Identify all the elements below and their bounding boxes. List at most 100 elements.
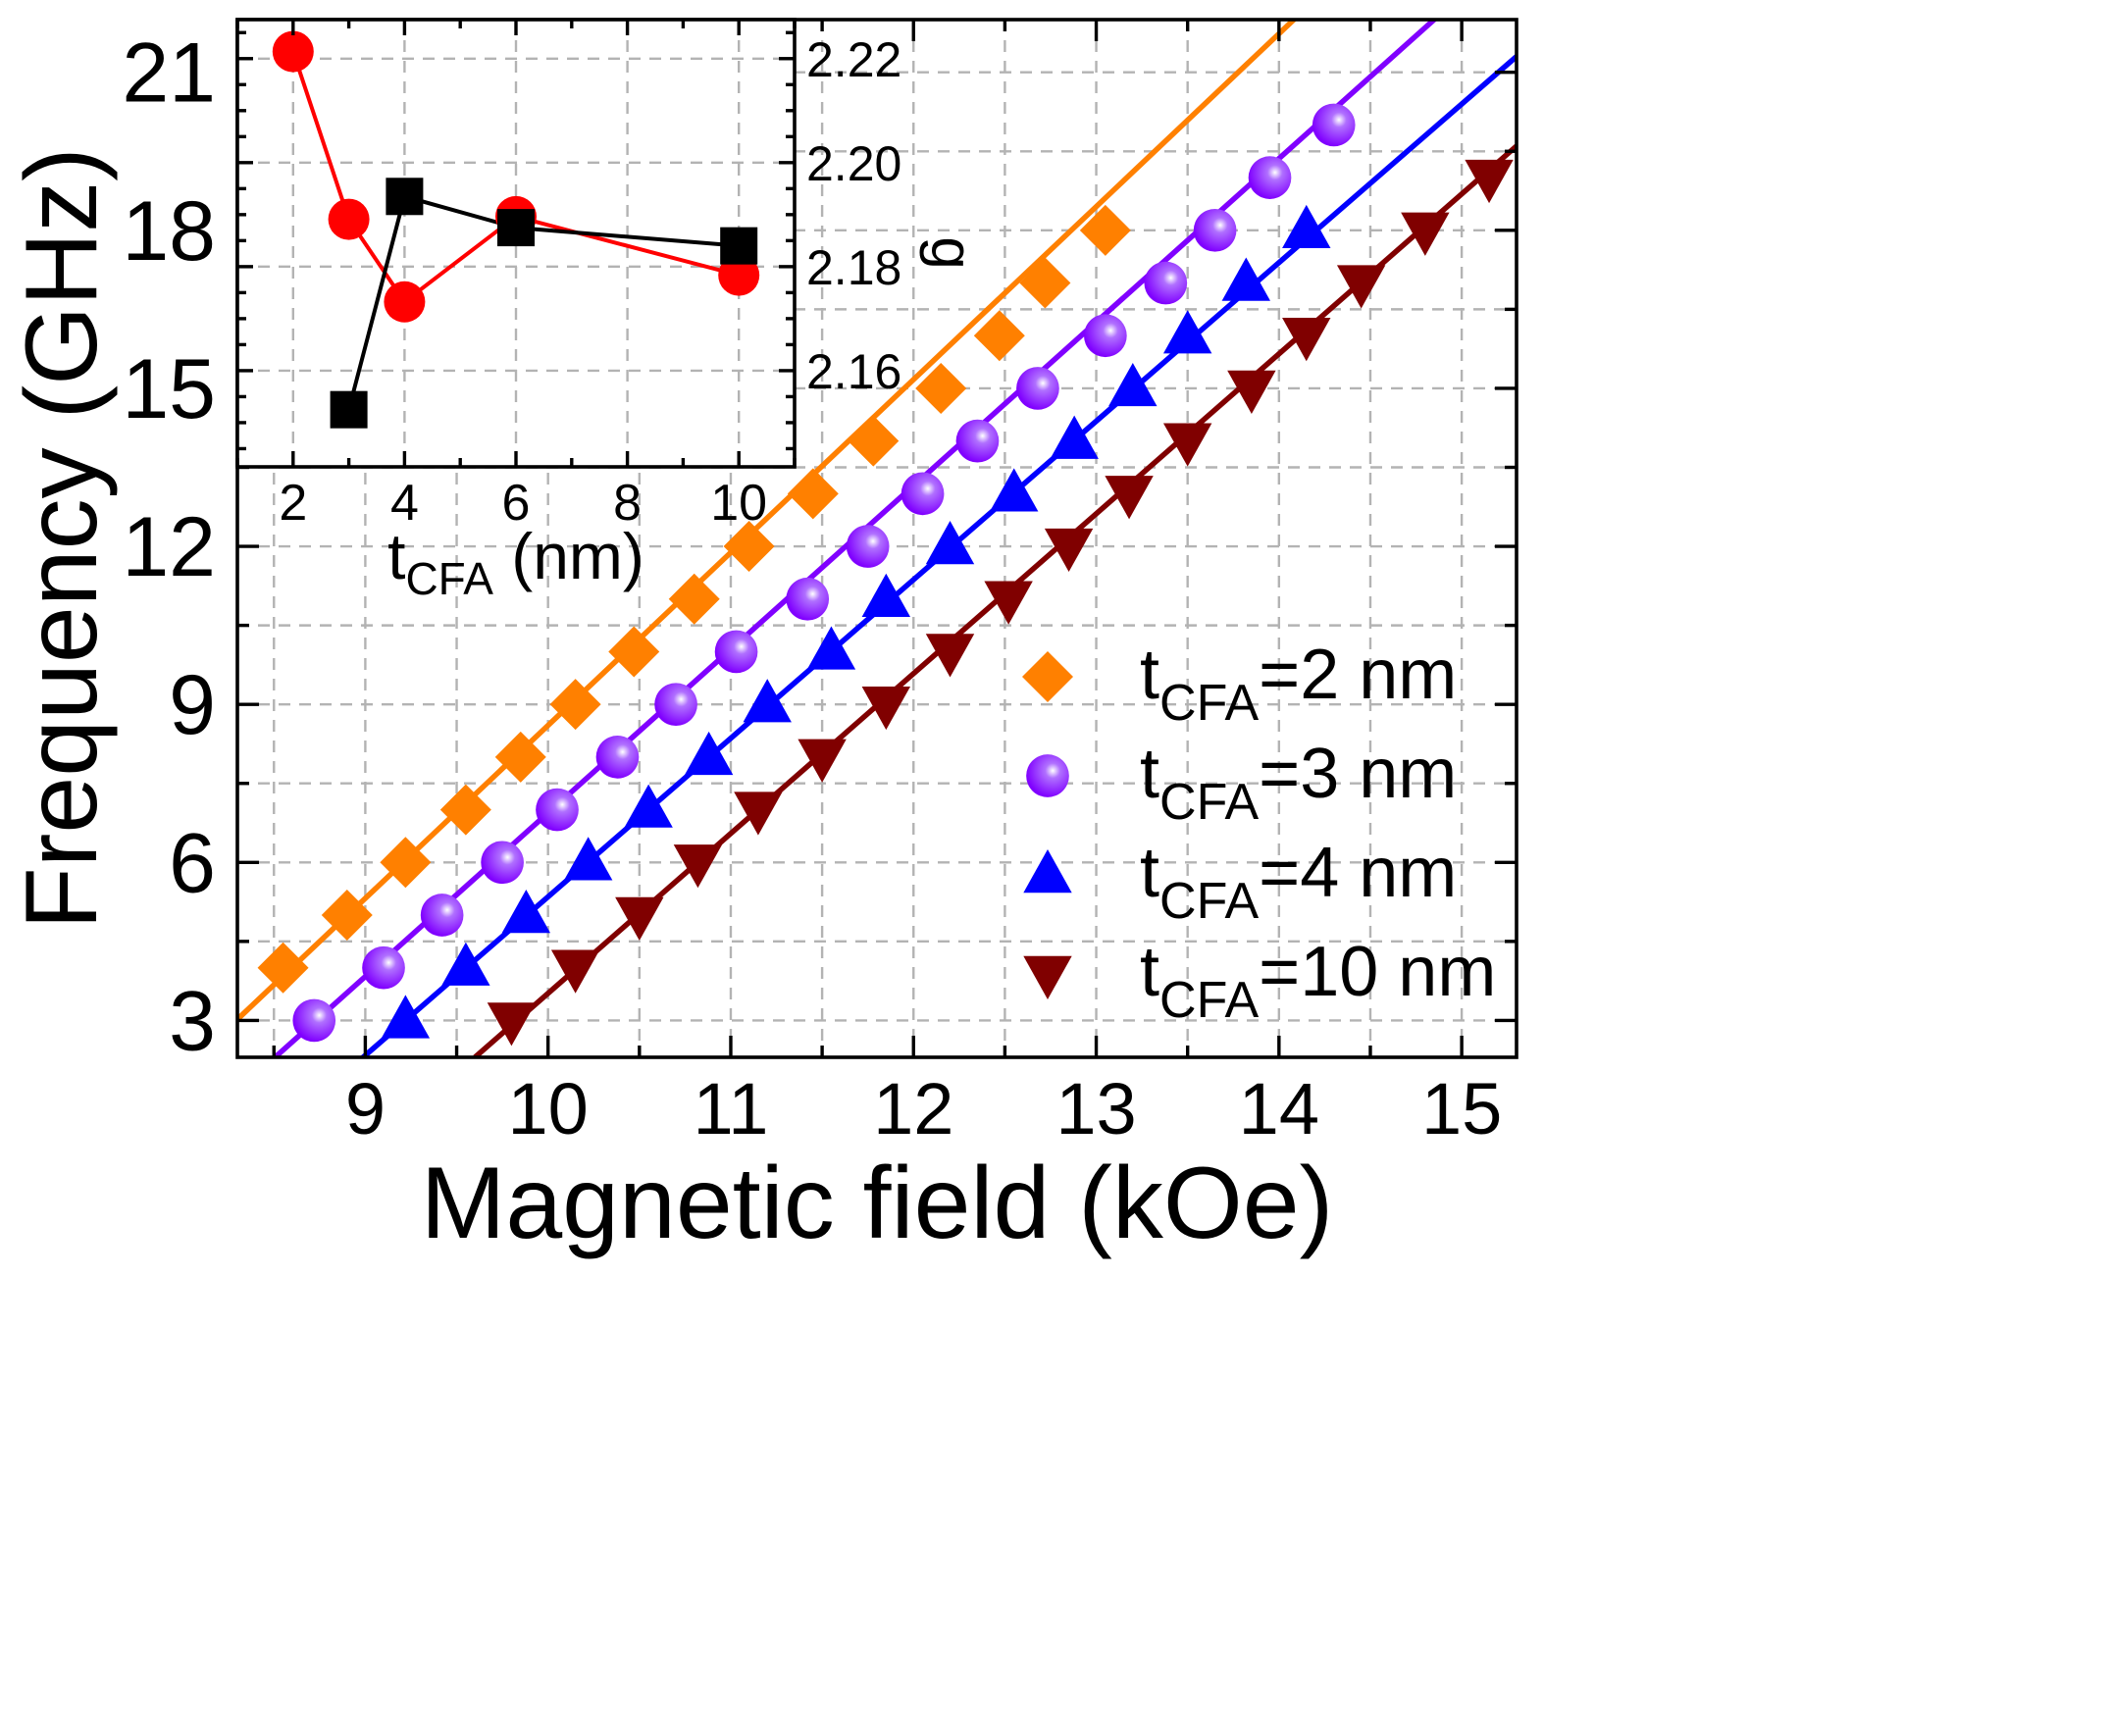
- inset-line-series-2: [346, 193, 740, 411]
- y-tick-label: 6: [169, 816, 216, 910]
- data-point-series-3: [1162, 310, 1212, 354]
- y-tick-label: 3: [169, 974, 216, 1068]
- inset-point-series-1: [718, 254, 760, 296]
- inset-x-tick-label: 2: [279, 475, 307, 532]
- x-tick-label: 13: [1055, 1068, 1136, 1149]
- data-point-series-3: [743, 679, 792, 723]
- data-point-series-1: [668, 573, 720, 625]
- inset-x-tick-label: 10: [710, 475, 767, 532]
- data-point-series-4: [1227, 370, 1276, 414]
- data-point-series-2: [846, 525, 890, 568]
- data-point-series-1: [608, 626, 660, 678]
- inset-x-tick-label: 6: [502, 475, 531, 532]
- inset-y-tick-label: 2.20: [806, 136, 901, 191]
- data-point-series-4: [615, 896, 664, 941]
- legend-marker-series-4: [1023, 955, 1072, 999]
- data-point-series-4: [861, 686, 911, 731]
- data-point-series-4: [1465, 159, 1514, 204]
- data-point-series-3: [624, 784, 673, 828]
- x-tick-label: 15: [1421, 1068, 1502, 1149]
- inset-data-points: [272, 30, 760, 429]
- main-data-points: [257, 103, 1514, 1047]
- data-point-series-4: [1336, 265, 1386, 309]
- data-point-series-3: [990, 468, 1039, 512]
- data-point-series-3: [684, 731, 734, 776]
- inset-point-series-2: [720, 227, 758, 265]
- y-tick-label: 12: [122, 500, 216, 594]
- y-tick-label: 9: [169, 658, 216, 752]
- inset-point-series-1: [384, 281, 426, 323]
- data-point-series-3: [1050, 415, 1099, 459]
- legend-label-series-4: tCFA=10 nm: [1140, 933, 1496, 1029]
- main-tick-labels: 9 10 11 12 13 14 15 3 6 9 12 15 18 21: [122, 26, 1502, 1149]
- legend-marker-series-2: [1026, 754, 1069, 797]
- data-point-series-4: [550, 949, 600, 994]
- inset-x-tick-label: 8: [613, 475, 642, 532]
- inset-point-series-2: [330, 390, 368, 429]
- data-point-series-3: [381, 995, 431, 1039]
- data-point-series-1: [549, 679, 601, 731]
- data-point-series-4: [925, 634, 975, 678]
- data-point-series-2: [292, 998, 336, 1043]
- inset-x-axis-label: tCFA (nm): [387, 520, 644, 604]
- y-tick-label: 21: [122, 26, 216, 121]
- legend-marker-series-1: [1022, 651, 1073, 702]
- data-point-series-3: [806, 626, 856, 670]
- inset-y-tick-label: 2.22: [806, 32, 901, 87]
- data-point-series-2: [1016, 367, 1059, 410]
- x-axis-label: Magnetic field (kOe): [421, 1147, 1334, 1260]
- data-point-series-2: [362, 945, 405, 990]
- inset-y-tick-label: 2.18: [806, 240, 901, 295]
- data-point-series-1: [787, 468, 839, 520]
- data-point-series-3: [1108, 362, 1158, 407]
- inset-point-series-2: [386, 178, 424, 216]
- data-point-series-4: [673, 844, 723, 889]
- data-point-series-2: [714, 630, 758, 674]
- data-point-series-2: [955, 419, 1000, 463]
- data-point-series-2: [1193, 208, 1237, 252]
- data-point-series-2: [654, 683, 697, 727]
- x-tick-label: 11: [694, 1068, 769, 1149]
- main-plot-frame: [235, 18, 1518, 1059]
- legend-label-series-1: tCFA=2 nm: [1140, 636, 1457, 732]
- data-point-series-3: [925, 521, 975, 565]
- data-point-series-3: [441, 942, 490, 986]
- inset-point-series-1: [272, 30, 314, 73]
- data-point-series-2: [536, 788, 579, 832]
- data-point-series-2: [1248, 156, 1292, 199]
- data-point-series-1: [321, 889, 373, 941]
- inset-tick-labels: 2 4 6 8 10 2.16 2.18 2.20 2.22: [279, 32, 901, 532]
- y-tick-label: 18: [122, 184, 216, 279]
- x-tick-label: 9: [345, 1068, 386, 1149]
- data-point-series-1: [1079, 204, 1131, 256]
- data-point-series-4: [1044, 528, 1094, 573]
- data-point-series-1: [915, 362, 967, 414]
- inset-x-tick-label: 4: [390, 475, 419, 532]
- data-point-series-2: [481, 841, 524, 885]
- data-point-series-2: [595, 736, 640, 779]
- data-point-series-4: [798, 739, 847, 783]
- data-point-series-1: [723, 521, 775, 573]
- data-point-series-2: [786, 577, 830, 621]
- data-point-series-1: [973, 310, 1025, 362]
- data-point-series-4: [1401, 212, 1450, 256]
- data-point-series-4: [1162, 423, 1212, 467]
- data-point-series-4: [734, 791, 783, 836]
- legend-label-series-2: tCFA=3 nm: [1140, 735, 1457, 831]
- data-point-series-1: [1019, 257, 1071, 309]
- legend-marker-series-3: [1023, 849, 1072, 894]
- data-point-series-2: [1144, 261, 1188, 305]
- x-tick-label: 14: [1239, 1068, 1319, 1149]
- data-point-series-2: [1312, 103, 1356, 147]
- data-point-series-1: [257, 942, 309, 994]
- data-point-series-1: [494, 731, 546, 783]
- data-point-series-3: [1221, 257, 1270, 301]
- data-point-series-4: [984, 581, 1033, 625]
- data-point-series-4: [1282, 318, 1331, 362]
- data-point-series-3: [501, 889, 551, 934]
- data-point-series-2: [420, 894, 464, 937]
- data-point-series-3: [861, 573, 911, 617]
- data-point-series-4: [487, 1002, 537, 1047]
- inset-right-axis-label: g: [919, 236, 985, 269]
